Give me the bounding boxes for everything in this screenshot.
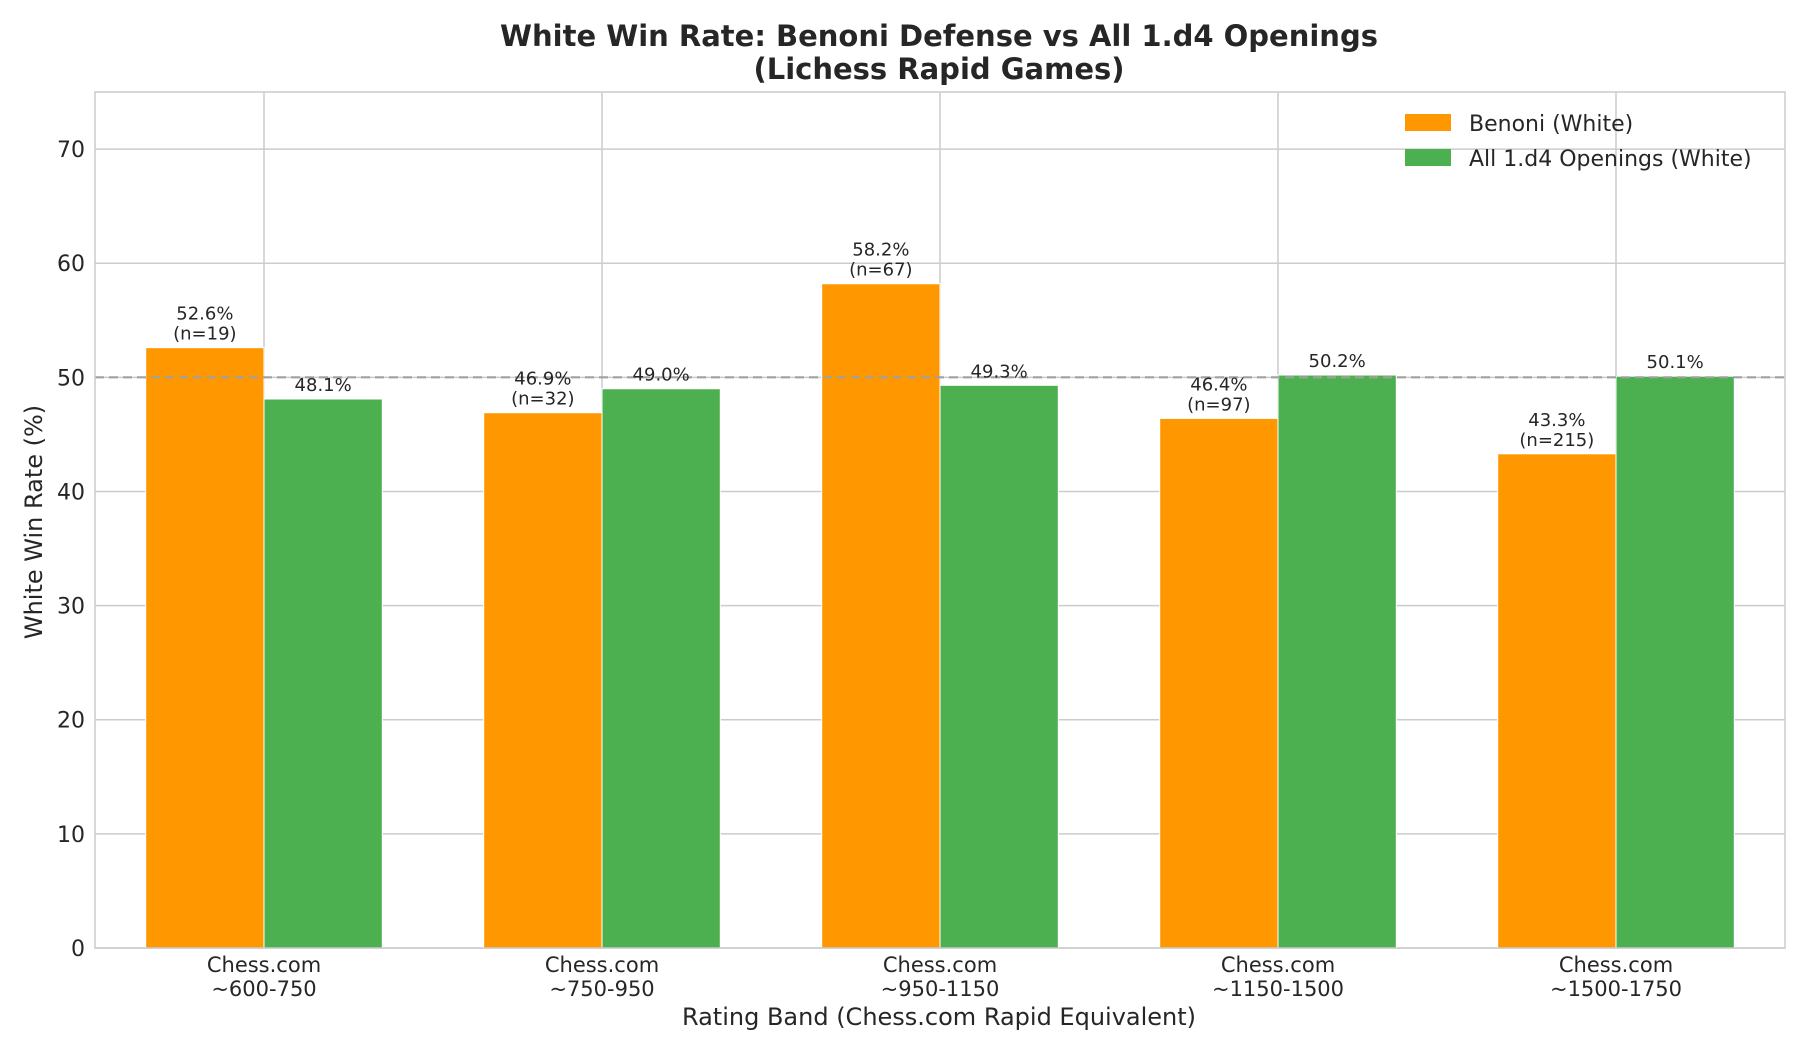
bar-benoni [1497, 453, 1617, 949]
bar-benoni [483, 412, 603, 949]
bar-value-label: (n=215) [1519, 430, 1594, 451]
x-tick-label: Chess.com [883, 953, 997, 977]
y-tick-label: 20 [57, 709, 85, 734]
y-tick-label: 10 [57, 823, 85, 848]
bar-all-d4 [1277, 374, 1397, 949]
chart-title: White Win Rate: Benoni Defense vs All 1.… [500, 19, 1378, 53]
x-tick-label: ~750-950 [549, 977, 654, 1001]
x-tick-label: Chess.com [1221, 953, 1335, 977]
x-tick-label: ~1500-1750 [1550, 977, 1682, 1001]
bar-benoni [145, 347, 265, 949]
y-tick-label: 0 [71, 937, 85, 962]
legend-label: Benoni (White) [1469, 112, 1633, 137]
legend-label: All 1.d4 Openings (White) [1469, 147, 1752, 172]
y-tick-label: 40 [57, 480, 85, 505]
bar-benoni [821, 283, 941, 949]
chart-subtitle: (Lichess Rapid Games) [753, 52, 1124, 86]
y-tick-label: 30 [57, 595, 85, 620]
x-tick-label: Chess.com [207, 953, 321, 977]
bar-value-label: 49.0% [633, 365, 690, 386]
legend-swatch [1405, 114, 1451, 131]
bar-value-label: 49.3% [971, 361, 1028, 382]
bar-all-d4 [263, 398, 383, 949]
x-axis-ticks: Chess.com~600-750Chess.com~750-950Chess.… [207, 953, 1682, 1001]
x-tick-label: Chess.com [545, 953, 659, 977]
x-tick-label: ~1150-1500 [1212, 977, 1344, 1001]
bar-value-label: 50.1% [1647, 352, 1704, 373]
bar-benoni [1159, 417, 1279, 949]
bar-value-labels: 52.6%(n=19)46.9%(n=32)58.2%(n=67)46.4%(n… [173, 240, 1704, 451]
x-axis-label: Rating Band (Chess.com Rapid Equivalent) [682, 1003, 1196, 1031]
x-tick-label: Chess.com [1559, 953, 1673, 977]
legend-swatch [1405, 149, 1451, 166]
bar-value-label: 46.9% [514, 369, 571, 390]
legend: Benoni (White) All 1.d4 Openings (White) [1405, 112, 1752, 172]
bar-value-label: (n=32) [511, 389, 574, 410]
bar-all-d4 [1615, 375, 1735, 949]
bar-value-label: (n=67) [849, 260, 912, 281]
y-axis-ticks: 0 10 20 30 40 50 60 70 [57, 138, 85, 962]
bar-value-label: (n=19) [173, 324, 236, 345]
y-tick-label: 60 [57, 252, 85, 277]
bar-value-label: 50.2% [1309, 351, 1366, 372]
bars [145, 283, 1735, 949]
bar-value-label: 48.1% [295, 375, 352, 396]
bar-all-d4 [601, 388, 721, 949]
bar-all-d4 [939, 384, 1059, 949]
bar-value-label: (n=97) [1187, 394, 1250, 415]
x-tick-label: ~600-750 [211, 977, 316, 1001]
y-axis-label: White Win Rate (%) [20, 405, 48, 639]
bar-value-label: 43.3% [1528, 410, 1585, 431]
bar-value-label: 58.2% [852, 240, 909, 261]
y-tick-label: 70 [57, 138, 85, 163]
bar-value-label: 52.6% [176, 304, 233, 325]
bar-value-label: 46.4% [1190, 374, 1247, 395]
x-tick-label: ~950-1150 [881, 977, 1000, 1001]
y-tick-label: 50 [57, 366, 85, 391]
plot-frame [94, 91, 1786, 949]
